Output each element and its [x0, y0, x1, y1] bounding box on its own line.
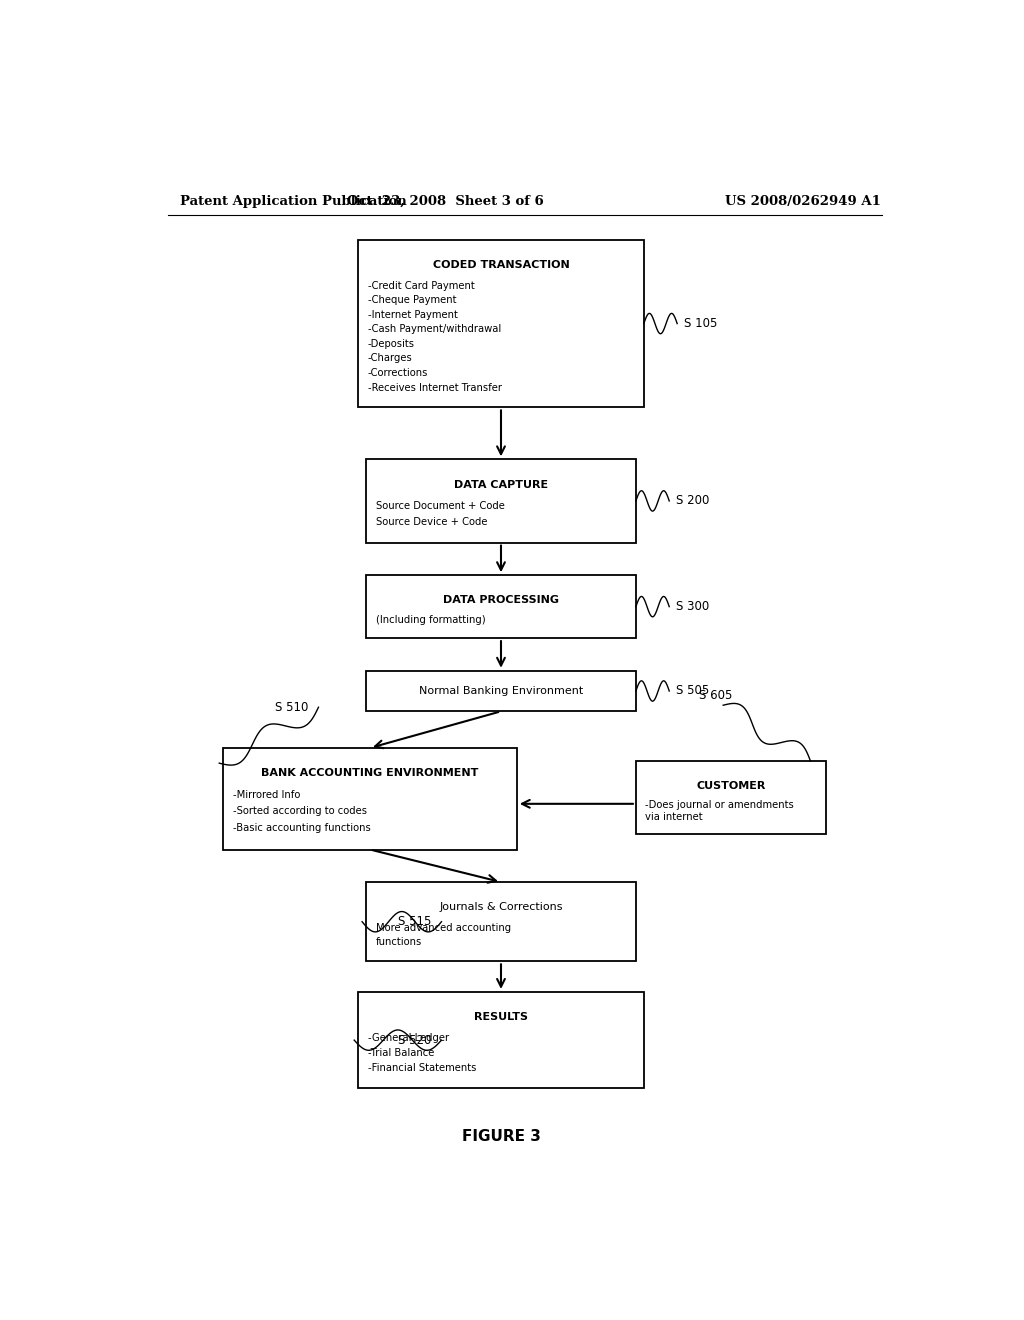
Text: More advanced accounting: More advanced accounting: [376, 923, 511, 933]
Text: -Internet Payment: -Internet Payment: [368, 310, 458, 319]
Text: -Sorted according to codes: -Sorted according to codes: [232, 807, 367, 817]
Text: S 300: S 300: [676, 601, 709, 612]
Text: Oct. 23, 2008  Sheet 3 of 6: Oct. 23, 2008 Sheet 3 of 6: [347, 194, 544, 207]
Text: -Corrections: -Corrections: [368, 368, 428, 378]
Bar: [358, 991, 644, 1089]
Text: US 2008/0262949 A1: US 2008/0262949 A1: [725, 194, 881, 207]
Text: -Credit Card Payment: -Credit Card Payment: [368, 281, 474, 290]
Text: Patent Application Publication: Patent Application Publication: [179, 194, 407, 207]
Text: -Cash Payment/withdrawal: -Cash Payment/withdrawal: [368, 325, 501, 334]
Text: -Receives Internet Transfer: -Receives Internet Transfer: [368, 383, 502, 392]
Text: S 105: S 105: [684, 317, 717, 330]
Bar: [223, 748, 517, 850]
Text: via internet: via internet: [645, 812, 703, 822]
Bar: [366, 459, 636, 543]
Text: (Including formatting): (Including formatting): [376, 615, 485, 624]
Text: -Cheque Payment: -Cheque Payment: [368, 296, 456, 305]
Text: -General Ledger: -General Ledger: [368, 1034, 449, 1043]
Text: RESULTS: RESULTS: [474, 1012, 528, 1022]
Bar: [636, 762, 826, 834]
Text: S 515: S 515: [397, 915, 431, 928]
Text: CODED TRANSACTION: CODED TRANSACTION: [432, 260, 569, 271]
Bar: [358, 240, 644, 408]
Text: functions: functions: [376, 937, 422, 946]
Text: CUSTOMER: CUSTOMER: [696, 781, 766, 792]
Text: BANK ACCOUNTING ENVIRONMENT: BANK ACCOUNTING ENVIRONMENT: [261, 768, 479, 779]
Bar: [366, 576, 636, 638]
Text: S 505: S 505: [676, 685, 709, 697]
Text: -Basic accounting functions: -Basic accounting functions: [232, 824, 371, 833]
Text: -Charges: -Charges: [368, 354, 413, 363]
Text: -Mirrored Info: -Mirrored Info: [232, 789, 300, 800]
Text: DATA CAPTURE: DATA CAPTURE: [454, 479, 548, 490]
Text: Journals & Corrections: Journals & Corrections: [439, 903, 563, 912]
Text: FIGURE 3: FIGURE 3: [462, 1129, 541, 1143]
Text: -Financial Statements: -Financial Statements: [368, 1063, 476, 1073]
Text: Normal Banking Environment: Normal Banking Environment: [419, 686, 583, 696]
Text: DATA PROCESSING: DATA PROCESSING: [443, 595, 559, 606]
Text: S 520: S 520: [397, 1034, 431, 1047]
Text: -Deposits: -Deposits: [368, 339, 415, 348]
Text: S 200: S 200: [676, 495, 709, 507]
Text: -Does journal or amendments: -Does journal or amendments: [645, 800, 795, 810]
Bar: [366, 671, 636, 711]
Text: S 605: S 605: [699, 689, 733, 701]
Text: Source Document + Code: Source Document + Code: [376, 500, 505, 511]
Bar: [366, 882, 636, 961]
Text: Source Device + Code: Source Device + Code: [376, 516, 487, 527]
Text: -Trial Balance: -Trial Balance: [368, 1048, 434, 1059]
Text: S 510: S 510: [274, 701, 308, 714]
